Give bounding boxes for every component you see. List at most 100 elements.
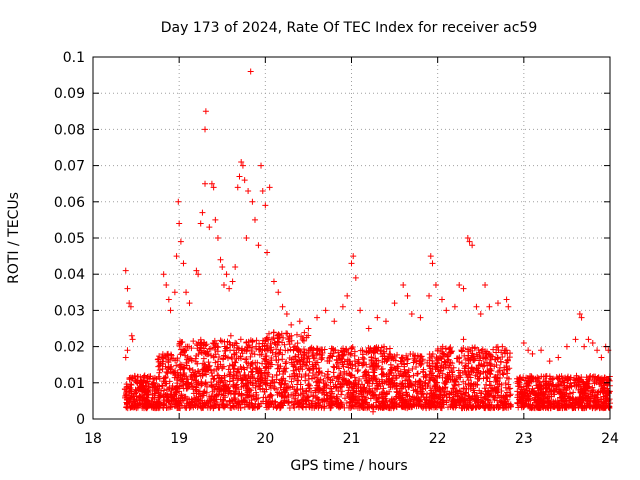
data-point-dense bbox=[568, 383, 575, 390]
data-point-dense bbox=[554, 381, 561, 388]
data-point-dense bbox=[233, 349, 240, 356]
data-point-dense bbox=[150, 384, 157, 391]
data-point-dense bbox=[429, 374, 436, 381]
data-point-dense bbox=[447, 359, 454, 366]
data-point-dense bbox=[486, 401, 493, 408]
data-point-dense bbox=[401, 361, 408, 368]
data-point bbox=[234, 184, 241, 191]
data-point-dense bbox=[362, 368, 369, 375]
data-point-dense bbox=[180, 397, 187, 404]
data-point-dense bbox=[383, 404, 390, 411]
data-point-dense bbox=[262, 400, 269, 407]
data-point-dense bbox=[445, 356, 452, 363]
data-point-dense bbox=[299, 366, 306, 373]
data-point-dense bbox=[302, 377, 309, 384]
data-point-dense bbox=[483, 381, 490, 388]
data-point-dense bbox=[566, 394, 573, 401]
data-point-dense bbox=[383, 373, 390, 380]
data-point-dense bbox=[291, 362, 298, 369]
data-point-dense bbox=[318, 355, 325, 362]
data-point-dense bbox=[555, 389, 562, 396]
data-point-dense bbox=[163, 404, 170, 411]
data-point-dense bbox=[264, 369, 271, 376]
data-point-dense bbox=[214, 372, 221, 379]
data-point-dense bbox=[500, 371, 507, 378]
data-point-dense bbox=[407, 397, 414, 404]
data-point-dense bbox=[407, 381, 414, 388]
data-point bbox=[486, 303, 493, 310]
data-point-dense bbox=[238, 377, 245, 384]
data-point-dense bbox=[316, 368, 323, 375]
data-point-dense bbox=[528, 405, 535, 412]
data-point-dense bbox=[413, 388, 420, 395]
data-point-dense bbox=[436, 387, 443, 394]
data-point bbox=[251, 216, 258, 223]
data-point-dense bbox=[278, 376, 285, 383]
data-point-dense bbox=[180, 371, 187, 378]
data-point-dense bbox=[210, 375, 217, 382]
data-point bbox=[214, 235, 221, 241]
data-point-dense bbox=[404, 402, 411, 409]
data-point-dense bbox=[322, 381, 329, 388]
data-point-dense bbox=[249, 393, 256, 400]
data-point-dense bbox=[276, 332, 283, 339]
data-point-dense bbox=[313, 345, 320, 352]
data-point-dense bbox=[358, 391, 365, 398]
data-point bbox=[469, 242, 476, 249]
data-point-dense bbox=[177, 372, 184, 379]
data-point-dense bbox=[586, 402, 593, 409]
data-point-dense bbox=[283, 386, 290, 393]
data-point-dense bbox=[596, 405, 603, 412]
data-point-dense bbox=[348, 350, 355, 357]
data-point-dense bbox=[579, 393, 586, 400]
data-point-dense bbox=[419, 356, 426, 363]
data-point bbox=[443, 307, 450, 314]
data-point bbox=[305, 347, 312, 354]
data-point-dense bbox=[354, 400, 361, 407]
data-point bbox=[339, 303, 346, 310]
data-point-dense bbox=[423, 391, 430, 398]
data-point-dense bbox=[403, 356, 410, 363]
data-points bbox=[121, 68, 613, 415]
data-point bbox=[258, 162, 265, 169]
data-point-dense bbox=[394, 363, 401, 370]
data-point-dense bbox=[232, 384, 239, 391]
data-point-dense bbox=[160, 394, 167, 401]
data-point-dense bbox=[138, 378, 145, 385]
data-point-dense bbox=[220, 356, 227, 363]
data-point-dense bbox=[199, 370, 206, 377]
data-point-dense bbox=[455, 355, 462, 362]
data-point-dense bbox=[233, 403, 240, 410]
data-point-dense bbox=[405, 377, 412, 384]
data-point-dense bbox=[259, 385, 266, 392]
data-point-dense bbox=[515, 400, 522, 407]
data-point-dense bbox=[577, 376, 584, 383]
data-point-dense bbox=[438, 362, 445, 369]
data-point-dense bbox=[490, 346, 497, 353]
data-point-dense bbox=[272, 353, 279, 360]
data-point-dense bbox=[533, 403, 540, 410]
data-point-dense bbox=[142, 400, 149, 407]
data-point-dense bbox=[605, 376, 612, 383]
data-point-dense bbox=[558, 397, 565, 404]
data-point-dense bbox=[507, 391, 514, 398]
data-point-dense bbox=[273, 346, 280, 353]
data-point-dense bbox=[550, 388, 557, 395]
data-point-dense bbox=[484, 375, 491, 382]
data-point-dense bbox=[274, 342, 281, 349]
data-point-dense bbox=[359, 381, 366, 388]
data-point-dense bbox=[222, 377, 229, 384]
data-point-dense bbox=[258, 372, 265, 379]
data-point-dense bbox=[183, 375, 190, 382]
data-point-dense bbox=[529, 404, 536, 411]
data-point-dense bbox=[200, 366, 207, 373]
data-point-dense bbox=[237, 355, 244, 362]
data-point-dense bbox=[602, 374, 609, 381]
data-point bbox=[193, 267, 200, 274]
data-point-dense bbox=[434, 345, 441, 352]
data-point-dense bbox=[232, 339, 239, 346]
data-point-dense bbox=[475, 347, 482, 354]
data-point-dense bbox=[476, 362, 483, 369]
data-point-dense bbox=[465, 357, 472, 364]
data-point-dense bbox=[590, 403, 597, 410]
